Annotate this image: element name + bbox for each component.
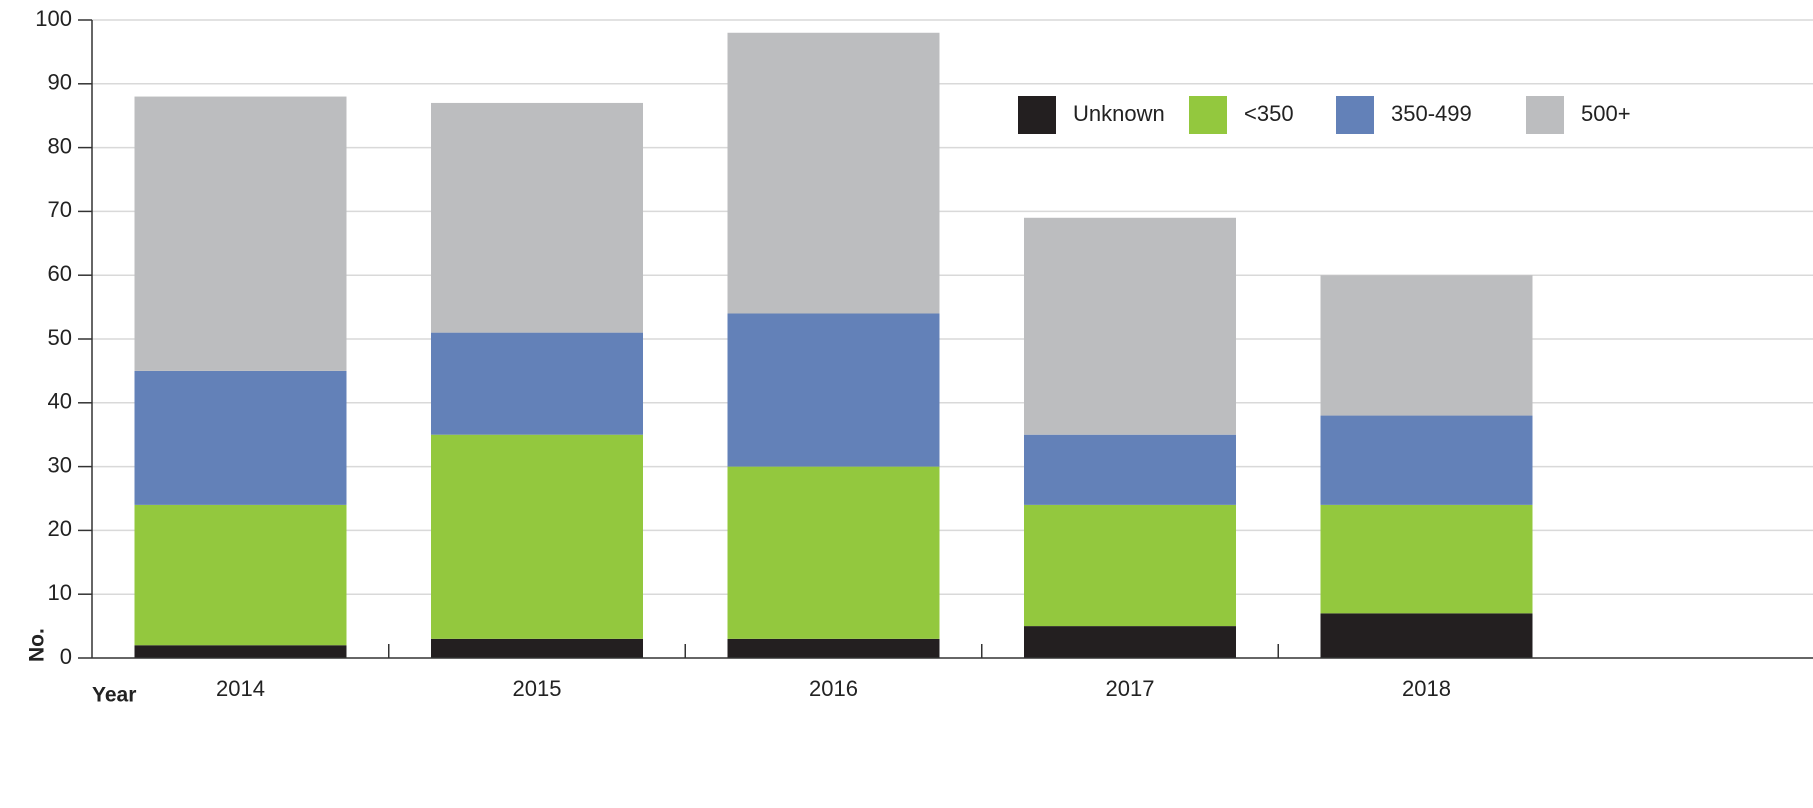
legend-swatch-1 bbox=[1189, 96, 1227, 134]
bar-2014-series-2 bbox=[134, 370, 347, 505]
bar-2015-series-0 bbox=[431, 638, 643, 658]
legend-swatch-2 bbox=[1336, 96, 1374, 134]
bar-2014-series-3 bbox=[134, 96, 347, 371]
bar-2017-series-2 bbox=[1024, 434, 1236, 505]
bar-2015-series-3 bbox=[431, 102, 643, 333]
axes: 0 10 20 30 40 50 60 70 80 90 100 2014 2015 2016 2017 20… bbox=[35, 6, 1813, 701]
x-tick-label-2015: 2015 bbox=[513, 676, 562, 701]
legend-swatch-3 bbox=[1526, 96, 1564, 134]
x-tick-label-2016: 2016 bbox=[809, 676, 858, 701]
gridlines bbox=[92, 19, 1813, 595]
legend-swatch-0 bbox=[1018, 96, 1056, 134]
y-tick-label-70: 70 bbox=[48, 197, 72, 222]
bar-2016-series-1 bbox=[727, 466, 940, 639]
bar-2018-series-0 bbox=[1320, 613, 1533, 658]
bar-2016-series-0 bbox=[727, 638, 940, 658]
x-axis-label: Year bbox=[92, 684, 136, 707]
bar-2017-series-3 bbox=[1024, 217, 1236, 435]
legend-label-1: <350 bbox=[1244, 101, 1294, 126]
legend: Unknown <350 350-499 500+ bbox=[1018, 96, 1631, 134]
y-tick-label-80: 80 bbox=[48, 133, 72, 158]
x-tick-label-2018: 2018 bbox=[1402, 676, 1451, 701]
bar-2018-series-3 bbox=[1320, 275, 1533, 416]
bar-2015-series-2 bbox=[431, 332, 643, 435]
x-tick-label-2017: 2017 bbox=[1106, 676, 1155, 701]
bar-2017-series-0 bbox=[1024, 626, 1236, 658]
x-tick-label-2014: 2014 bbox=[216, 676, 265, 701]
bar-2018-series-2 bbox=[1320, 415, 1533, 505]
y-tick-label-90: 90 bbox=[48, 70, 72, 95]
bar-2016-series-3 bbox=[727, 32, 940, 314]
y-tick-label-40: 40 bbox=[48, 389, 72, 414]
bar-2018-series-1 bbox=[1320, 504, 1533, 614]
bar-2014-series-0 bbox=[134, 645, 347, 658]
y-tick-label-10: 10 bbox=[48, 580, 72, 605]
y-tick-label-0: 0 bbox=[60, 644, 72, 669]
legend-label-0: Unknown bbox=[1073, 101, 1165, 126]
y-tick-label-30: 30 bbox=[48, 452, 72, 477]
y-tick-label-100: 100 bbox=[35, 6, 72, 31]
bar-2016-series-2 bbox=[727, 313, 940, 467]
bar-2014-series-1 bbox=[134, 504, 347, 646]
bars bbox=[134, 32, 1533, 658]
bar-2015-series-1 bbox=[431, 434, 643, 639]
y-tick-label-60: 60 bbox=[48, 261, 72, 286]
y-axis-label: No. bbox=[26, 628, 49, 662]
bar-2017-series-1 bbox=[1024, 504, 1236, 627]
y-tick-label-20: 20 bbox=[48, 516, 72, 541]
legend-label-2: 350-499 bbox=[1391, 101, 1472, 126]
legend-label-3: 500+ bbox=[1581, 101, 1631, 126]
y-tick-label-50: 50 bbox=[48, 325, 72, 350]
